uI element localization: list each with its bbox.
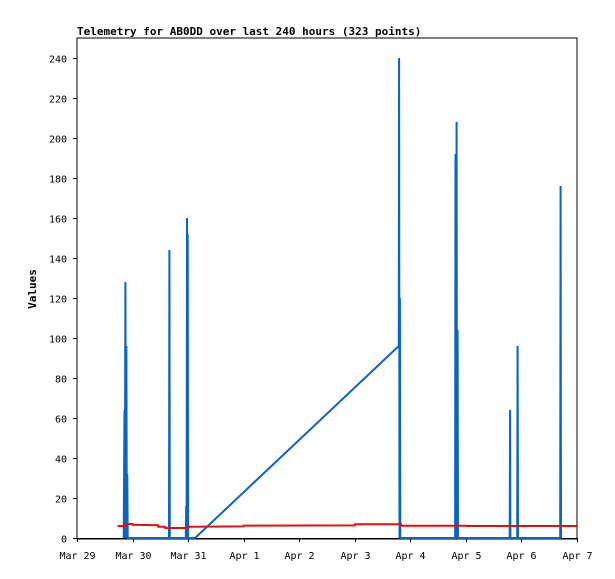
x-tick-label: Apr 1 (229, 551, 259, 562)
y-tick-label: 240 (49, 55, 67, 66)
y-tick-label: 60 (55, 415, 67, 426)
chart-title: Telemetry for AB0DD over last 240 hours … (77, 25, 421, 38)
series-line-1 (122, 57, 562, 539)
y-tick-label: 0 (61, 535, 67, 546)
y-tick-label: 140 (49, 255, 67, 266)
y-tick-label: 180 (49, 175, 67, 186)
x-tick-label: Apr 5 (451, 551, 481, 562)
x-axis-ticks: Mar 29 Mar 30 Mar 31 Apr 1 Apr 2 Apr 3 Apr 4 Ap… (59, 538, 593, 562)
series-layer (117, 57, 577, 539)
y-tick-label: 160 (49, 215, 67, 226)
y-tick-label: 220 (49, 95, 67, 106)
series-line-2 (117, 523, 577, 529)
x-tick-label: Mar 30 (115, 551, 151, 562)
y-axis-ticks: 0 20 40 60 80 100 120 140 160 180 200 220 240 (49, 55, 77, 546)
x-tick-label: Apr 3 (340, 551, 370, 562)
y-tick-label: 120 (49, 295, 67, 306)
y-tick-label: 100 (49, 335, 67, 346)
y-tick-label: 20 (55, 495, 67, 506)
plot-area (76, 37, 578, 540)
x-tick-label: Apr 7 (562, 551, 592, 562)
x-tick-label: Apr 2 (284, 551, 314, 562)
x-tick-label: Mar 29 (59, 551, 95, 562)
x-tick-label: Apr 4 (395, 551, 425, 562)
y-tick-label: 40 (55, 455, 67, 466)
x-tick-label: Mar 31 (170, 551, 206, 562)
y-tick-label: 200 (49, 135, 67, 146)
x-tick-label: Apr 6 (506, 551, 536, 562)
y-tick-label: 80 (55, 375, 67, 386)
y-axis-label: Values (26, 269, 39, 309)
